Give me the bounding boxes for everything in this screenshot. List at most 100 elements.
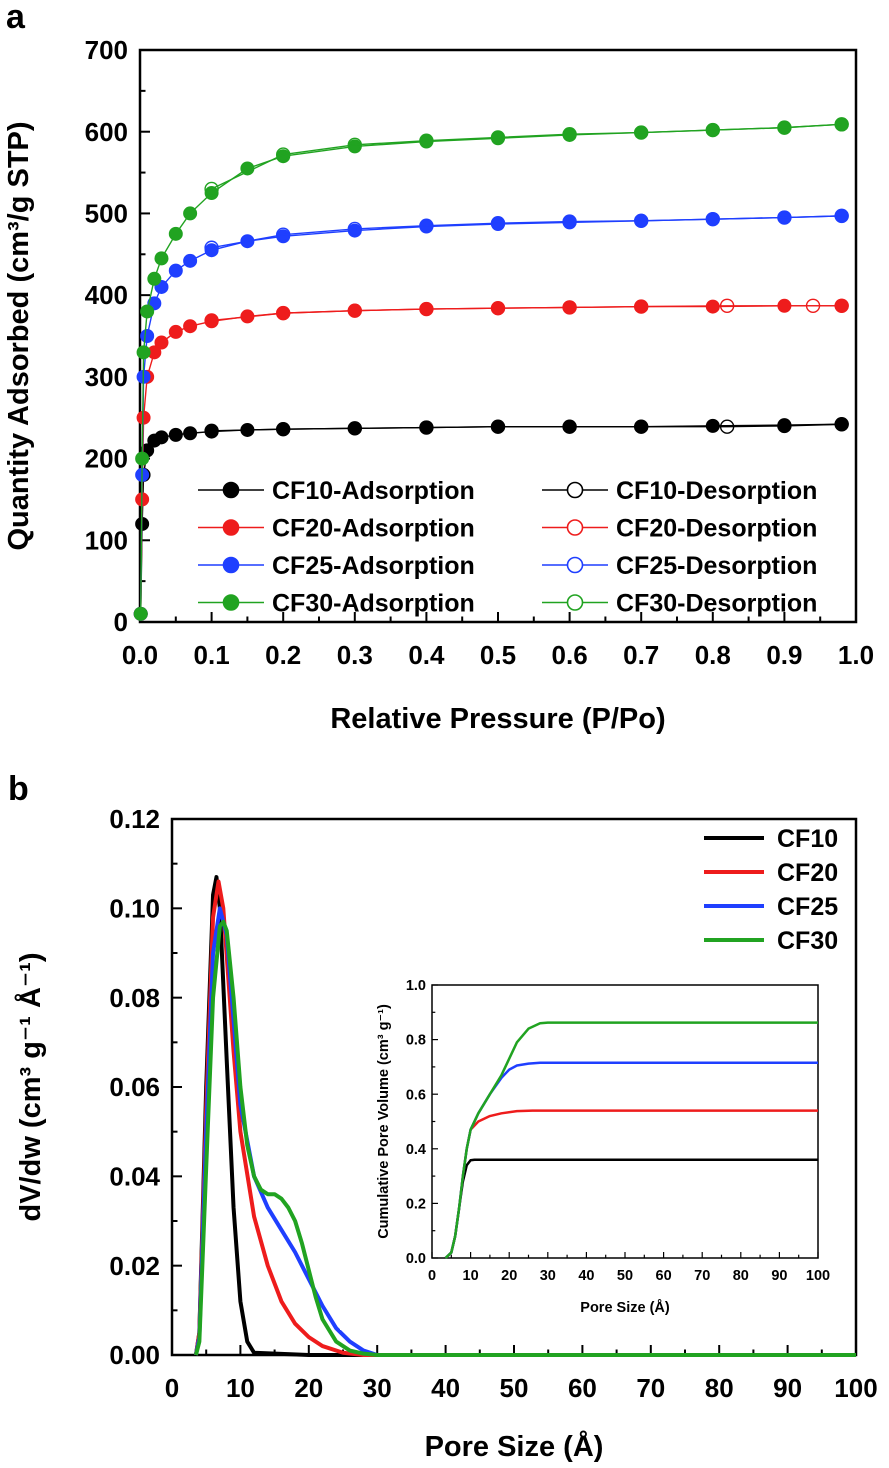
cf30-adsorption-point	[168, 226, 183, 241]
x-tick-label: 70	[636, 1373, 665, 1403]
cf30-desorption-point	[562, 126, 577, 142]
y-tick-label: 0.6	[406, 1087, 426, 1103]
cf30-adsorption-point	[135, 451, 150, 466]
x-tick-label: 0	[428, 1268, 436, 1284]
y-tick-label: 0.2	[406, 1196, 426, 1212]
cf20-adsorption-point	[154, 335, 169, 350]
cf30-adsorption-point	[240, 161, 255, 176]
panel-label-b: b	[8, 770, 29, 808]
cf20-desorption-point	[834, 298, 849, 313]
cf10-adsorption-point	[183, 426, 198, 441]
y-tick-label: 0.04	[109, 1161, 160, 1191]
cf30-adsorption-point	[147, 271, 162, 286]
x-tick-label: 0.3	[337, 640, 373, 670]
x-tick-label: 30	[363, 1373, 392, 1403]
cf20-adsorption-point	[183, 319, 198, 334]
legend-marker	[222, 519, 240, 536]
cf25-desorption-line	[211, 215, 842, 249]
y-tick-label: 600	[85, 117, 128, 147]
y-tick-label: 0.10	[109, 893, 160, 923]
cf20-desorption-line	[211, 305, 842, 322]
cf25-adsorption-point	[183, 253, 198, 268]
y-tick-label: 400	[85, 280, 128, 310]
y-tick-label: 700	[85, 35, 128, 65]
y-tick-label: 1.0	[406, 978, 426, 994]
cf20-desorption-point	[276, 305, 291, 321]
cf25-desorption-point	[562, 214, 577, 229]
cf30-adsorption-point	[154, 251, 169, 266]
x-tick-label: 0.8	[695, 640, 731, 670]
y-tick-label: 0	[114, 607, 128, 637]
cf20-desorption-point	[805, 298, 821, 313]
x-tick-label: 80	[705, 1373, 734, 1403]
x-axis-title: Pore Size (Å)	[425, 1430, 604, 1463]
cf30-adsorption-point	[133, 606, 148, 621]
cf30-desorption-point	[419, 133, 434, 148]
cf30-desorption-point	[634, 125, 649, 140]
cf30-line	[194, 919, 856, 1357]
legend-label: CF10	[777, 825, 838, 853]
cf30-desorption-point	[777, 120, 792, 135]
x-tick-label: 60	[568, 1373, 597, 1403]
x-tick-label: 20	[501, 1268, 517, 1284]
y-tick-label: 0.8	[406, 1033, 426, 1049]
cf30-desorption-point	[490, 130, 506, 145]
x-tick-label: 60	[656, 1268, 672, 1284]
legend-label: CF25-Desorption	[616, 552, 817, 580]
cf10-desorption-point	[490, 419, 506, 434]
x-tick-label: 50	[617, 1268, 633, 1284]
cf25-desorption-point	[705, 211, 720, 227]
cf25-desorption-point	[204, 240, 219, 255]
pore-size-chart: 0 10 20 30 40 50 60 70 80 90 1000.000.020.040.060.…	[14, 804, 878, 1463]
cf20-desorption-point	[347, 303, 362, 318]
legend-label: CF20	[777, 859, 838, 887]
x-tick-label: 0.7	[623, 640, 659, 670]
cf10-desorption-point	[834, 417, 849, 432]
y-tick-label: 0.00	[109, 1340, 160, 1370]
cf25-desorption-point	[419, 218, 434, 233]
y-tick-label: 300	[85, 362, 128, 392]
cf10-adsorption-point	[705, 418, 720, 433]
cf10-desorption-point	[777, 418, 792, 434]
x-tick-label: 10	[463, 1268, 479, 1284]
cf30-desorption-point	[834, 117, 849, 132]
cf30-adsorption-point	[140, 304, 155, 319]
y-tick-label: 0.08	[109, 983, 160, 1013]
cf10-desorption-point	[634, 419, 649, 434]
legend-marker	[566, 481, 584, 499]
x-tick-label: 10	[226, 1373, 255, 1403]
y-tick-label: 0.12	[109, 804, 160, 834]
y-tick-label: 200	[85, 444, 128, 474]
cf25-desorption-point	[834, 208, 849, 224]
x-tick-label: 100	[834, 1373, 877, 1403]
x-tick-label: 1.0	[838, 640, 874, 670]
cf10-desorption-line	[211, 423, 842, 432]
x-tick-label: 80	[733, 1268, 749, 1284]
cf10-desorption-point	[276, 421, 291, 437]
cf25-adsorption-point	[168, 263, 183, 278]
x-axis-title: Pore Size (Å)	[580, 1299, 670, 1316]
x-tick-label: 0.6	[552, 640, 588, 670]
cf10-desorption-point	[562, 419, 577, 434]
y-tick-label: 100	[85, 525, 128, 555]
cf25-desorption-point	[276, 227, 291, 242]
y-axis-title: Cumulative Pore Volume (cm³ g⁻¹)	[376, 1004, 392, 1239]
x-tick-label: 0.2	[265, 640, 301, 670]
legend-label: CF20-Desorption	[616, 515, 817, 543]
y-tick-label: 0.02	[109, 1251, 160, 1281]
legend-label: CF20-Adsorption	[272, 515, 475, 543]
cf20-adsorption-point	[168, 324, 183, 339]
legend-label: CF10-Desorption	[616, 477, 817, 505]
cf20-desorption-point	[562, 300, 577, 315]
legend-label: CF30-Desorption	[616, 590, 817, 618]
cf25-line	[193, 906, 856, 1357]
cf30-adsorption-point	[204, 186, 219, 200]
cf20-desorption-point	[634, 299, 649, 314]
x-tick-label: 0.0	[122, 640, 158, 670]
legend-marker	[222, 481, 240, 499]
cf30-adsorption-point	[136, 345, 151, 360]
cf10-desorption-point	[204, 423, 219, 438]
y-tick-label: 0.4	[406, 1142, 426, 1158]
legend-marker	[566, 519, 584, 536]
